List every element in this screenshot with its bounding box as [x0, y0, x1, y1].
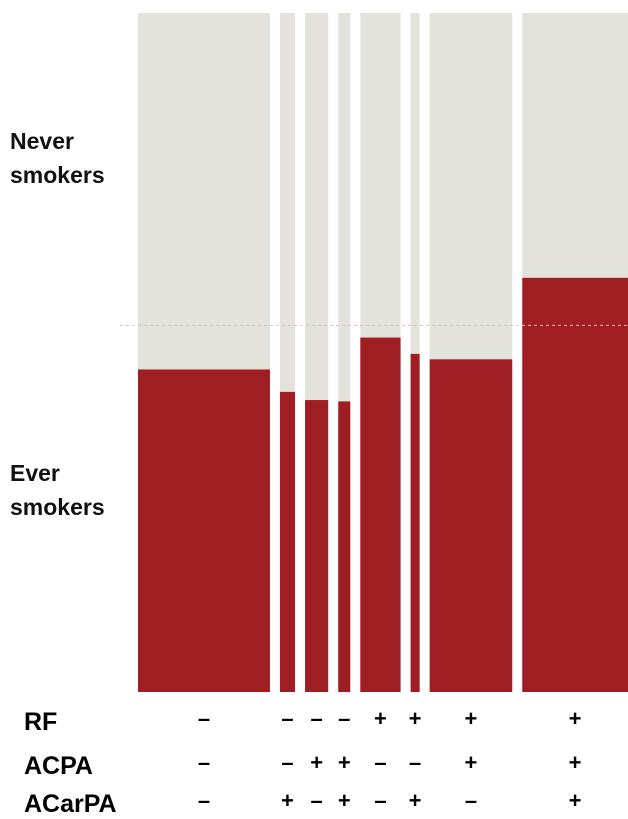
never-smokers-segment-2 — [279, 13, 296, 392]
sign-acarpa-col-7: – — [464, 788, 478, 813]
sign-acarpa-col-1: – — [197, 788, 211, 813]
sign-acpa-col-2: – — [281, 750, 294, 775]
ever-smokers-segment-5 — [360, 337, 401, 692]
sign-acpa-col-4: + — [337, 750, 351, 775]
sign-rf-col-6: + — [408, 706, 422, 731]
sign-rf-col-7: + — [464, 706, 478, 731]
never-smokers-segment-3 — [305, 13, 329, 401]
sign-acpa-col-6: – — [408, 750, 422, 775]
sign-rf-col-3: – — [310, 706, 323, 731]
never-smokers-label: Never smokers — [10, 128, 105, 188]
never-smokers-segment-6 — [410, 13, 420, 354]
sign-acpa-col-1: – — [197, 750, 211, 775]
ever-smokers-segment-8 — [522, 277, 628, 692]
row-label-rf: RF — [24, 708, 58, 736]
sign-rf-col-2: – — [281, 706, 294, 731]
never-smokers-segment-7 — [429, 13, 513, 360]
sign-acarpa-col-8: + — [568, 788, 582, 813]
sign-acpa-col-8: + — [568, 750, 582, 775]
ever-smokers-segment-3 — [305, 400, 329, 692]
ever-smokers-label: Ever smokers — [10, 460, 105, 520]
sign-acarpa-col-5: – — [374, 788, 387, 813]
never-smokers-segment-5 — [360, 13, 401, 338]
sign-rf-col-8: + — [568, 706, 582, 731]
sign-acarpa-col-4: + — [337, 788, 351, 813]
sign-acpa-col-5: – — [374, 750, 387, 775]
ever-smokers-segment-2 — [279, 391, 296, 692]
sign-acarpa-col-3: – — [310, 788, 323, 813]
sign-rf-col-5: + — [374, 706, 387, 731]
sign-acpa-col-3: + — [310, 750, 324, 775]
never-smokers-segment-1 — [138, 13, 270, 370]
never-smokers-segment-8 — [522, 13, 628, 278]
ever-smokers-segment-6 — [410, 353, 420, 692]
ever-smokers-segment-7 — [429, 359, 513, 692]
ever-smokers-segment-1 — [138, 369, 270, 692]
sign-acpa-col-7: + — [464, 750, 478, 775]
sign-rf-col-4: – — [338, 706, 351, 731]
ever-smokers-segment-4 — [338, 401, 351, 692]
sign-acarpa-col-6: + — [408, 788, 422, 813]
sign-acarpa-col-2: + — [281, 788, 294, 813]
sign-rf-col-1: – — [197, 706, 211, 731]
never-smokers-segment-4 — [338, 13, 351, 402]
row-label-acpa: ACPA — [24, 752, 93, 780]
row-label-acarpa: ACarPA — [24, 790, 117, 818]
